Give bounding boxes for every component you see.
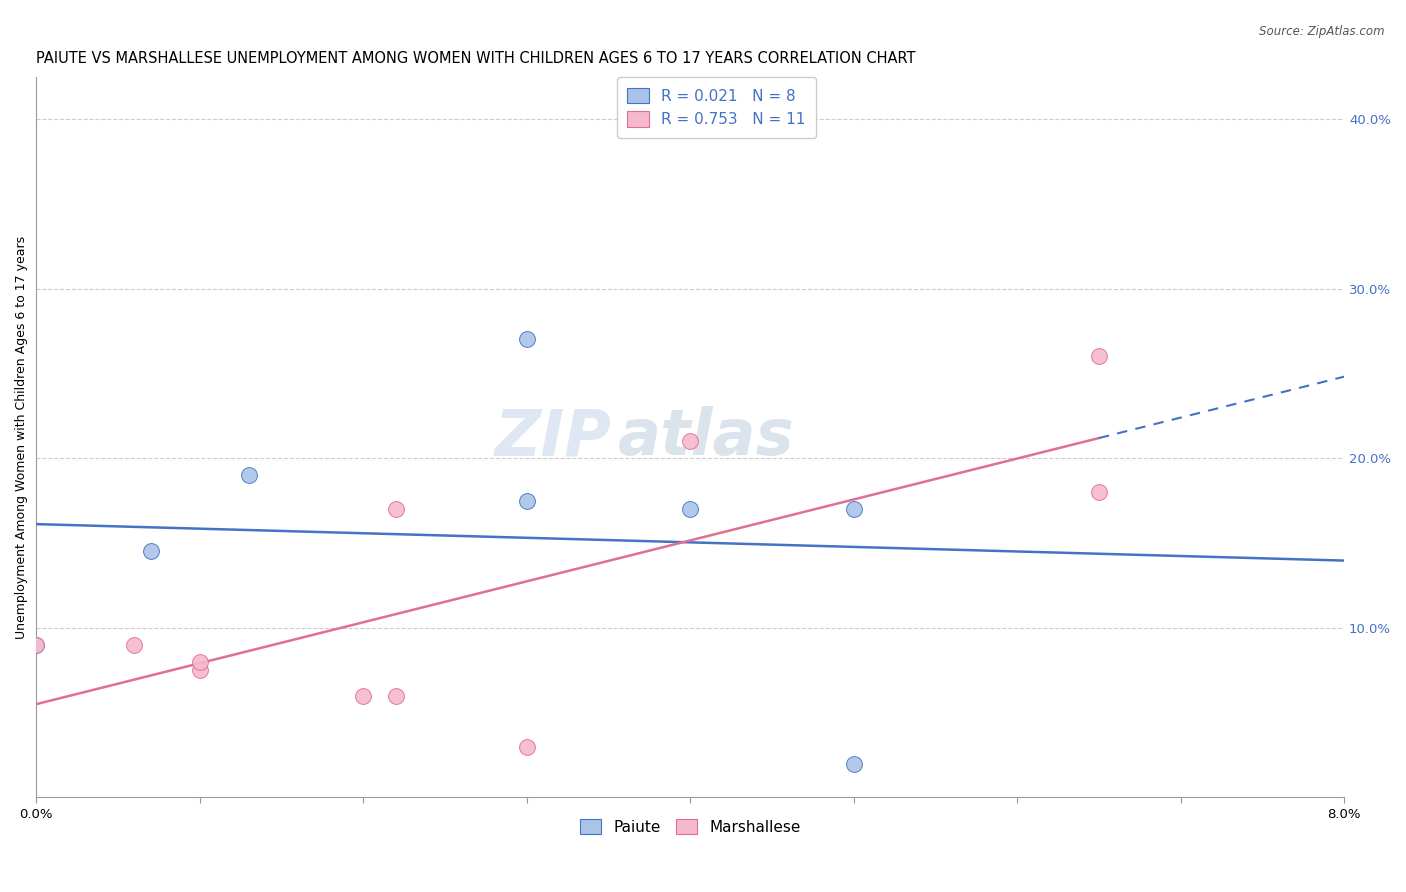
Point xyxy=(25,638,48,652)
Point xyxy=(842,756,865,771)
Point xyxy=(679,502,702,516)
Point xyxy=(516,739,538,754)
Point xyxy=(352,689,374,703)
Point xyxy=(1088,350,1111,364)
Y-axis label: Unemployment Among Women with Children Ages 6 to 17 years: Unemployment Among Women with Children A… xyxy=(15,235,28,639)
Point xyxy=(188,663,211,677)
Legend: Paiute, Marshallese: Paiute, Marshallese xyxy=(571,810,810,844)
Point xyxy=(385,689,408,703)
Point xyxy=(679,434,702,449)
Point xyxy=(385,502,408,516)
Point xyxy=(139,544,162,558)
Text: PAIUTE VS MARSHALLESE UNEMPLOYMENT AMONG WOMEN WITH CHILDREN AGES 6 TO 17 YEARS : PAIUTE VS MARSHALLESE UNEMPLOYMENT AMONG… xyxy=(37,51,915,66)
Text: Source: ZipAtlas.com: Source: ZipAtlas.com xyxy=(1260,25,1385,38)
Point xyxy=(25,638,48,652)
Text: ZIP: ZIP xyxy=(495,406,612,468)
Point xyxy=(188,655,211,669)
Point xyxy=(1088,485,1111,500)
Point xyxy=(516,333,538,347)
Point xyxy=(124,638,146,652)
Point xyxy=(516,493,538,508)
Point xyxy=(238,468,260,483)
Point xyxy=(842,502,865,516)
Text: atlas: atlas xyxy=(619,406,794,468)
